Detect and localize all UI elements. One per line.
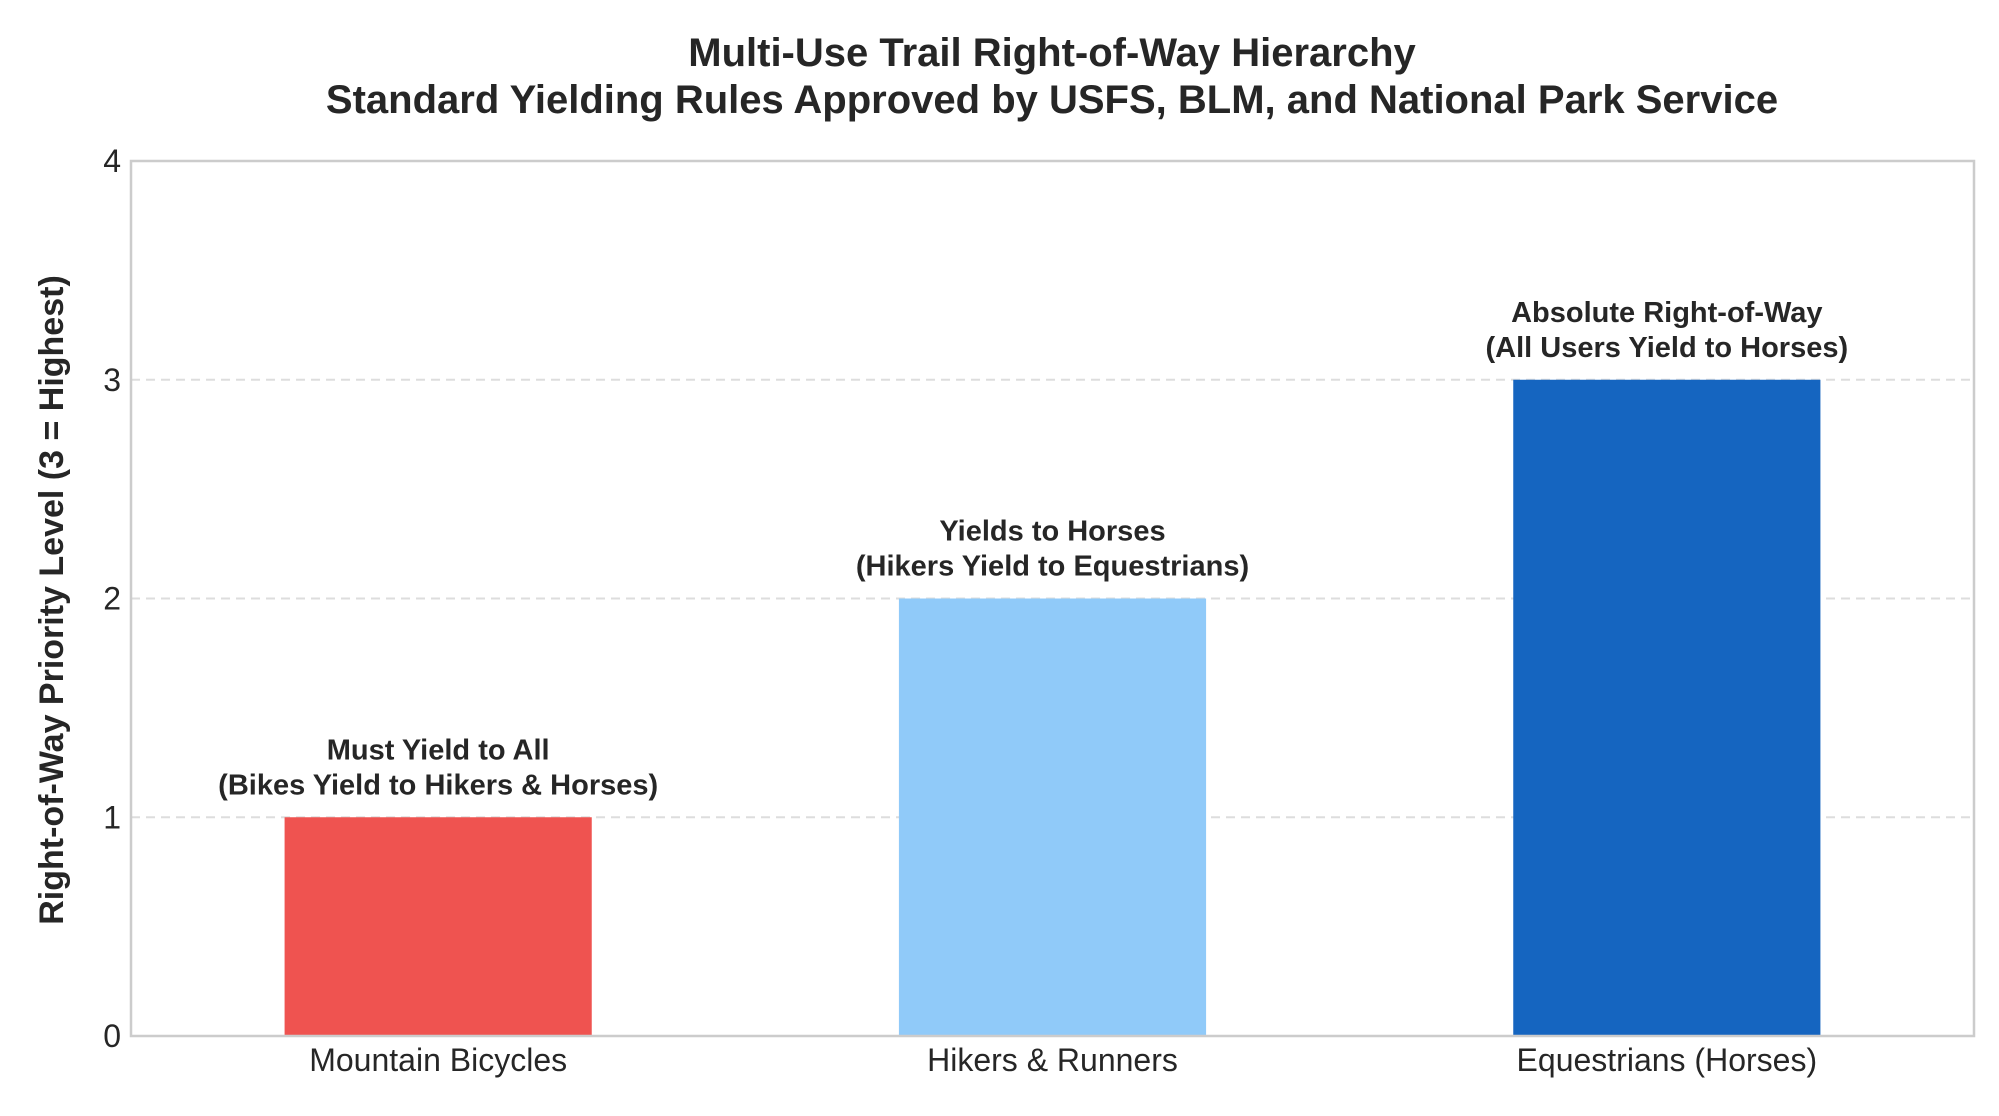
x-axis-ticks: Mountain Bicycles Hikers & Runners Equestr… <box>309 1042 1817 1078</box>
bar <box>898 598 1207 1036</box>
y-tick-label: 4 <box>103 143 121 179</box>
bar <box>284 817 592 1036</box>
chart-subtitle: Standard Yielding Rules Approved by USFS… <box>326 78 1778 122</box>
bar-annotation-line: (Bikes Yield to Hikers & Horses) <box>218 769 658 801</box>
bars <box>284 379 1821 1036</box>
plot-frame <box>129 159 1976 1038</box>
x-tick-label: Equestrians (Horses) <box>1517 1042 1818 1078</box>
bar-annotations: Must Yield to All(Bikes Yield to Hikers … <box>218 297 1848 802</box>
bar-annotation-line: Yields to Horses <box>939 516 1165 548</box>
y-axis-ticks: 0 1 2 3 4 <box>103 143 121 1054</box>
bar-annotation-line: (All Users Yield to Horses) <box>1486 332 1849 364</box>
y-tick-label: 3 <box>103 362 121 398</box>
y-tick-label: 1 <box>103 799 121 835</box>
y-tick-label: 0 <box>103 1018 121 1054</box>
x-tick-label: Hikers & Runners <box>927 1042 1178 1078</box>
bar-annotation-line: Must Yield to All <box>327 734 550 766</box>
chart-title: Multi-Use Trail Right-of-Way Hierarchy <box>688 31 1416 75</box>
bar <box>1513 379 1821 1036</box>
y-tick-label: 2 <box>103 581 121 617</box>
y-axis-label: Right-of-Way Priority Level (3 = Highest… <box>33 275 71 925</box>
bar-annotation-line: (Hikers Yield to Equestrians) <box>856 551 1249 583</box>
bar-annotation-line: Absolute Right-of-Way <box>1511 297 1822 329</box>
x-tick-label: Mountain Bicycles <box>309 1042 567 1078</box>
